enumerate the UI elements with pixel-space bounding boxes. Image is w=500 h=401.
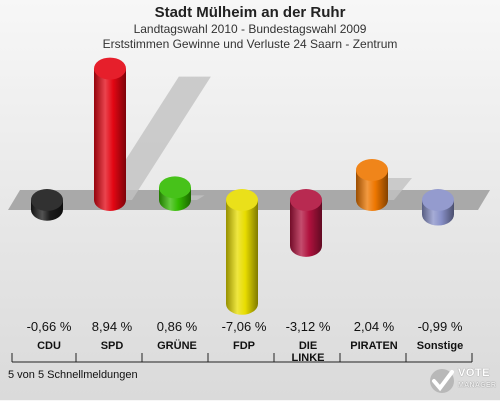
bar-bottom-cap — [290, 234, 322, 257]
value-label: 8,94 % — [92, 319, 133, 334]
checkmark-logo-icon — [430, 369, 454, 393]
value-label: -0,99 % — [418, 319, 463, 334]
bar-top-cap — [226, 189, 258, 211]
bar-body — [226, 200, 258, 304]
bar-bottom-cap — [356, 189, 388, 211]
category-label: LINKE — [292, 352, 325, 364]
bar-fdp — [226, 189, 258, 315]
value-label: -3,12 % — [286, 319, 331, 334]
category-label: GRÜNE — [157, 339, 197, 352]
chart-header: Stadt Mülheim an der Ruhr Landtagswahl 2… — [0, 0, 500, 52]
bar-body — [94, 68, 126, 200]
category-label: PIRATEN — [350, 340, 398, 352]
bar-die-linke — [290, 189, 322, 257]
bar-top-cap — [94, 57, 126, 80]
bar-top-cap — [290, 189, 322, 211]
bar-top-cap — [159, 176, 191, 199]
bar-bottom-cap — [94, 189, 126, 211]
value-label: 0,86 % — [157, 319, 198, 334]
chart-subtitle-election: Landtagswahl 2010 - Bundestagswahl 2009 — [133, 22, 367, 36]
logo-line-manager: MANAGER — [458, 382, 497, 389]
logo-text: VOTE MANAGER — [458, 368, 496, 391]
bar-top-cap — [356, 159, 388, 182]
bar-grüne — [159, 176, 191, 211]
category-label: DIE — [299, 340, 317, 352]
bar-sonstige — [422, 189, 454, 226]
bar-shadow — [100, 76, 211, 200]
chart-subtitle-district: Erststimmen Gewinne und Verluste 24 Saar… — [102, 37, 398, 51]
bar-top-cap — [422, 189, 454, 211]
bar-bottom-cap — [226, 292, 258, 315]
category-label: FDP — [233, 340, 255, 352]
status-text: 5 von 5 Schnellmeldungen — [8, 369, 138, 381]
value-label: 2,04 % — [354, 319, 395, 334]
bar-cdu — [31, 189, 63, 221]
bar-top-cap — [31, 189, 63, 211]
category-label: CDU — [37, 340, 61, 352]
value-label: -0,66 % — [27, 319, 72, 334]
bar-spd — [94, 57, 126, 211]
votemanager-logo: VOTE MANAGER — [428, 366, 496, 396]
category-label: SPD — [101, 340, 124, 352]
value-label: -7,06 % — [222, 319, 267, 334]
chart-title: Stadt Mülheim an der Ruhr — [154, 4, 346, 21]
bar-piraten — [356, 159, 388, 211]
logo-line-vote: VOTE — [458, 367, 490, 379]
category-label: Sonstige — [417, 340, 463, 352]
